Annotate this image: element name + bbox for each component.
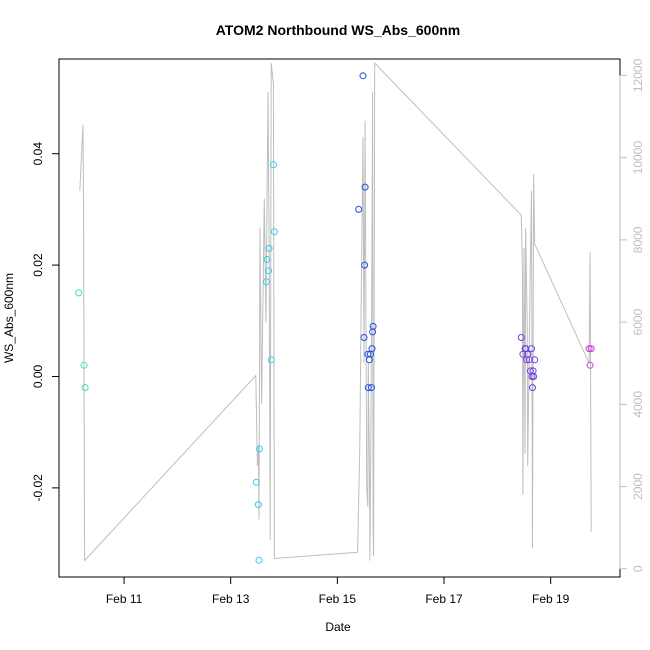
scatter-point (81, 384, 89, 392)
y-axis: -0.02 0.00 0.02 0.04 (31, 142, 60, 502)
scatter-point (368, 384, 375, 392)
scatter-point (361, 183, 369, 191)
x-axis: Feb 11 Feb 13 Feb 15 Feb 17 Feb 19 (106, 576, 570, 606)
x-tick-label: Feb 15 (319, 592, 357, 606)
scatter-point (525, 356, 533, 364)
scatter-point (517, 334, 525, 341)
scatter-point (530, 373, 538, 380)
y2-tick-label: 10000 (631, 141, 645, 175)
scatter-point (587, 345, 595, 353)
x-tick-label: Feb 13 (212, 592, 250, 606)
scatter-point (531, 356, 539, 364)
y-tick-label: -0.02 (31, 474, 45, 502)
scatter-point (254, 501, 262, 509)
x-axis-label: Date (325, 620, 351, 634)
x-tick-label: Feb 19 (532, 592, 570, 606)
scatter-point (529, 384, 536, 392)
x-tick-label: Feb 17 (425, 592, 463, 606)
scatter-point (80, 361, 88, 369)
y-axis-label: WS_Abs_600nm (2, 273, 16, 363)
scatter-point (361, 261, 369, 269)
y-tick-label: 0.00 (31, 364, 45, 388)
scatter-point (262, 278, 270, 286)
scatter-point (265, 267, 273, 275)
scatter-point (364, 384, 372, 392)
scatter-point (256, 445, 263, 453)
y2-axis: 0 2000 4000 6000 8000 10000 12000 (619, 58, 645, 572)
scatter-point (267, 356, 275, 364)
scatter-point (368, 345, 376, 353)
line-series-path (79, 61, 592, 562)
scatter-point (265, 244, 273, 252)
scatter-point (369, 322, 377, 330)
y2-tick-label: 2000 (631, 473, 645, 500)
scatter-point (586, 361, 594, 369)
scatter-point (270, 228, 278, 236)
scatter-point (269, 161, 277, 169)
scatter-point (75, 289, 83, 297)
scatter-point (360, 334, 368, 341)
scatter-point (263, 256, 271, 263)
y2-tick-label: 6000 (631, 308, 645, 335)
y2-tick-label: 0 (631, 565, 645, 572)
y-tick-label: 0.02 (31, 253, 45, 277)
scatter-point (255, 556, 263, 564)
scatter-point (252, 478, 260, 486)
scatter-points (75, 72, 595, 564)
scatter-point (355, 205, 363, 213)
y2-tick-label: 12000 (631, 58, 645, 92)
y-tick-label: 0.04 (31, 142, 45, 166)
chart-title: ATOM2 Northbound WS_Abs_600nm (216, 22, 461, 38)
scatter-point (359, 72, 367, 80)
line-series (79, 61, 592, 562)
scatter-point (528, 345, 535, 353)
scatter-point (585, 345, 593, 353)
x-tick-label: Feb 11 (106, 592, 143, 606)
y2-tick-label: 8000 (631, 226, 645, 253)
y2-tick-label: 4000 (631, 391, 645, 418)
